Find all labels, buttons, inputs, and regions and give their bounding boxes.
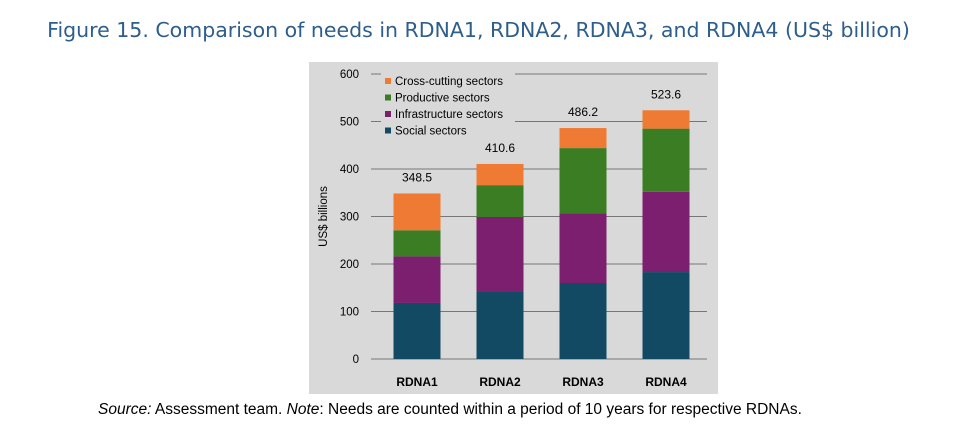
total-label-rdna4: 523.6 <box>651 87 681 101</box>
x-tick-label: RDNA2 <box>479 375 521 389</box>
bar-rdna1-infrastructure-sectors <box>393 256 441 303</box>
bar-rdna3-cross-cutting-sectors <box>559 128 607 149</box>
source-label: Source: <box>98 401 152 418</box>
y-tick-label: 300 <box>340 212 359 224</box>
total-label-rdna3: 486.2 <box>568 105 598 119</box>
total-label-rdna1: 348.5 <box>402 170 432 184</box>
legend-label: Social sectors <box>395 126 467 138</box>
bar-rdna4-productive-sectors <box>642 128 690 192</box>
note-label: Note <box>286 401 320 418</box>
legend-label: Infrastructure sectors <box>395 109 503 121</box>
legend-label: Cross-cutting sectors <box>395 76 503 88</box>
legend-background <box>381 70 515 140</box>
y-tick-label: 500 <box>340 117 359 129</box>
stacked-bar-chart: 0 100 200 300 400 500 600 US$ billions 348.5 RDNA… <box>318 69 707 389</box>
bar-rdna3-social-sectors <box>559 283 607 359</box>
x-tick-label: RDNA1 <box>396 375 438 389</box>
x-tick-label: RDNA3 <box>562 375 604 389</box>
bar-rdna2-social-sectors <box>476 291 524 359</box>
bar-rdna4-social-sectors <box>642 272 690 359</box>
bar-rdna3-productive-sectors <box>559 148 607 214</box>
y-tick-label: 200 <box>340 259 359 271</box>
bar-rdna1-cross-cutting-sectors <box>393 193 441 231</box>
y-tick-label: 100 <box>340 307 359 319</box>
bar-rdna2-productive-sectors <box>476 185 524 217</box>
y-axis-label: US$ billions <box>318 186 330 247</box>
source-note: Source: Assessment team. Note: Needs are… <box>98 401 802 419</box>
y-tick-label: 0 <box>353 354 359 366</box>
legend-swatch-infrastructure-sectors <box>385 111 391 117</box>
bar-rdna1-productive-sectors <box>393 230 441 257</box>
bar-rdna2-cross-cutting-sectors <box>476 163 524 186</box>
legend-swatch-productive-sectors <box>385 94 391 101</box>
note-text: : Needs are counted within a period of 1… <box>319 401 802 418</box>
x-tick-label: RDNA4 <box>645 375 687 389</box>
bar-rdna4-infrastructure-sectors <box>642 191 690 273</box>
legend-swatch-social-sectors <box>385 127 391 134</box>
source-text: Assessment team. <box>151 401 287 418</box>
chart-panel: 0 100 200 300 400 500 600 US$ billions 348.5 RDNA… <box>309 62 718 394</box>
bar-rdna3-infrastructure-sectors <box>559 213 607 283</box>
bar-rdna4-cross-cutting-sectors <box>642 110 690 129</box>
legend-swatch-cross-cutting-sectors <box>385 78 391 84</box>
y-tick-label: 400 <box>340 164 359 176</box>
y-tick-label: 600 <box>340 69 359 81</box>
legend-label: Productive sectors <box>395 93 490 105</box>
figure-title: Figure 15. Comparison of needs in RDNA1,… <box>47 18 910 42</box>
bar-rdna2-infrastructure-sectors <box>476 216 524 292</box>
bar-rdna1-social-sectors <box>393 302 441 359</box>
total-label-rdna2: 410.6 <box>485 141 515 155</box>
